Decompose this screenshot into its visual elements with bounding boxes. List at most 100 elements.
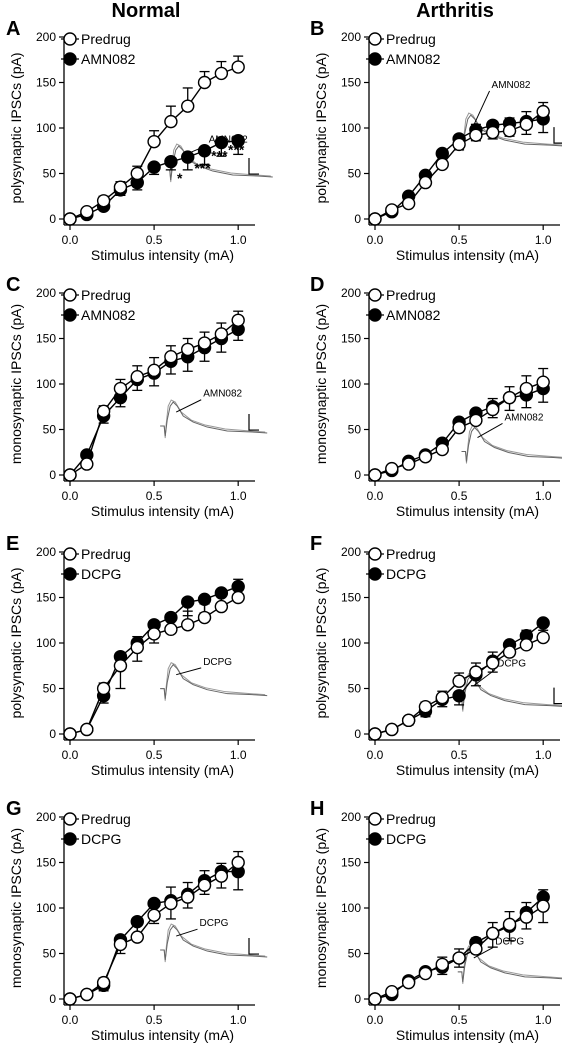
data-point <box>63 212 77 226</box>
y-tick-label: 50 <box>43 423 57 437</box>
data-point <box>80 457 94 471</box>
series-line <box>69 861 239 1000</box>
panel-label: A <box>6 18 20 40</box>
legend: Predrug DCPG <box>61 546 131 582</box>
legend-marker <box>63 812 77 826</box>
inset-annotation: DCPG <box>203 657 232 668</box>
y-tick-label: 100 <box>36 636 56 650</box>
legend-label: Predrug <box>386 546 436 562</box>
legend-marker <box>368 32 382 46</box>
legend-marker <box>368 52 382 66</box>
data-point <box>130 166 144 181</box>
legend-marker <box>63 308 77 322</box>
x-axis-label: Stimulus intensity (mA) <box>396 247 539 263</box>
y-tick-label: 150 <box>341 591 361 605</box>
significance-marker: *** <box>211 148 228 164</box>
data-point <box>181 342 195 357</box>
inset-annotation: AMN082 <box>505 412 544 423</box>
data-point <box>130 640 144 655</box>
legend-label: AMN082 <box>386 51 441 67</box>
data-point <box>197 336 212 350</box>
scale-bar <box>248 414 259 431</box>
data-point <box>63 992 77 1006</box>
data-point <box>385 461 399 476</box>
y-tick-label: 200 <box>36 810 56 824</box>
y-tick-label: 150 <box>36 856 56 870</box>
series-predrug <box>63 55 245 226</box>
y-tick-label: 0 <box>49 212 56 226</box>
data-point <box>147 134 161 149</box>
data-point <box>368 468 382 482</box>
y-tick-label: 50 <box>348 947 362 961</box>
annotation-pointer <box>473 946 494 959</box>
data-point <box>418 966 433 981</box>
annotation-pointer <box>176 928 198 937</box>
series-predrug <box>63 578 245 741</box>
legend-marker <box>368 547 382 561</box>
x-tick-label: 0.5 <box>451 233 468 247</box>
y-tick-label: 100 <box>36 901 56 915</box>
legend-label: Predrug <box>81 31 131 47</box>
data-point <box>435 157 449 172</box>
series-line <box>69 328 239 476</box>
data-point <box>80 205 94 219</box>
series-predrug <box>368 623 550 741</box>
legend: Predrug AMN082 <box>366 287 441 323</box>
data-point <box>435 690 449 705</box>
data-point <box>96 975 111 990</box>
y-tick-label: 50 <box>348 167 362 181</box>
legend-label: AMN082 <box>81 51 136 67</box>
legend-marker <box>368 567 382 581</box>
data-point <box>164 896 178 911</box>
data-point <box>231 60 245 74</box>
significance-marker: *** <box>194 160 211 176</box>
data-point <box>80 722 94 737</box>
legend-label: DCPG <box>386 566 426 582</box>
data-point <box>469 942 483 956</box>
legend-label: Predrug <box>386 31 436 47</box>
x-tick-label: 0.5 <box>451 748 468 762</box>
y-tick-label: 50 <box>348 682 362 696</box>
data-point <box>164 114 178 129</box>
y-tick-label: 150 <box>36 591 56 605</box>
data-point <box>401 975 416 990</box>
annotation-pointer <box>473 90 491 126</box>
data-point <box>197 144 212 158</box>
legend-label: DCPG <box>386 831 426 847</box>
trace-drug <box>160 925 268 961</box>
data-point <box>536 375 550 389</box>
panel-label: E <box>6 533 19 555</box>
y-tick-label: 0 <box>354 727 361 741</box>
x-tick-label: 0.0 <box>367 233 384 247</box>
x-tick-label: 1.0 <box>230 748 247 762</box>
x-tick-label: 0.0 <box>62 233 79 247</box>
data-point <box>486 402 500 417</box>
legend-marker <box>368 308 382 322</box>
data-point <box>536 104 550 119</box>
data-point <box>231 855 245 870</box>
x-axis-label: Stimulus intensity (mA) <box>91 762 234 778</box>
panel-label: H <box>310 798 324 820</box>
inset-trace <box>160 923 268 963</box>
x-tick-label: 0.5 <box>146 489 163 503</box>
legend-label: Predrug <box>81 287 131 303</box>
data-point <box>435 957 449 972</box>
x-axis-label: Stimulus intensity (mA) <box>396 503 539 519</box>
y-tick-label: 200 <box>341 30 361 44</box>
data-point <box>147 908 161 922</box>
y-tick-label: 50 <box>348 423 362 437</box>
x-tick-label: 1.0 <box>230 1013 247 1027</box>
data-point <box>469 413 483 428</box>
legend-label: Predrug <box>386 287 436 303</box>
legend-label: Predrug <box>81 811 131 827</box>
data-point <box>519 910 534 924</box>
annotation-pointer <box>176 667 202 676</box>
trace-predrug <box>160 662 266 701</box>
legend: Predrug DCPG <box>366 546 436 582</box>
x-tick-label: 0.5 <box>451 489 468 503</box>
series-predrug <box>63 310 245 482</box>
